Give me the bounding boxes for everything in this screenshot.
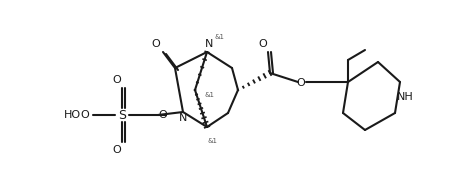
Text: S: S (118, 108, 126, 122)
Text: &1: &1 (214, 34, 224, 40)
Text: &1: &1 (207, 138, 217, 144)
Text: O: O (112, 145, 121, 155)
Text: O: O (81, 110, 89, 120)
Text: N: N (179, 113, 187, 123)
Text: HO: HO (64, 110, 81, 120)
Text: N: N (205, 39, 213, 49)
Text: O: O (259, 39, 267, 49)
Text: O: O (296, 78, 305, 88)
Text: O: O (112, 75, 121, 85)
Text: O: O (159, 110, 167, 120)
Text: O: O (152, 39, 160, 49)
Text: NH: NH (396, 92, 414, 102)
Text: &1: &1 (204, 92, 214, 98)
